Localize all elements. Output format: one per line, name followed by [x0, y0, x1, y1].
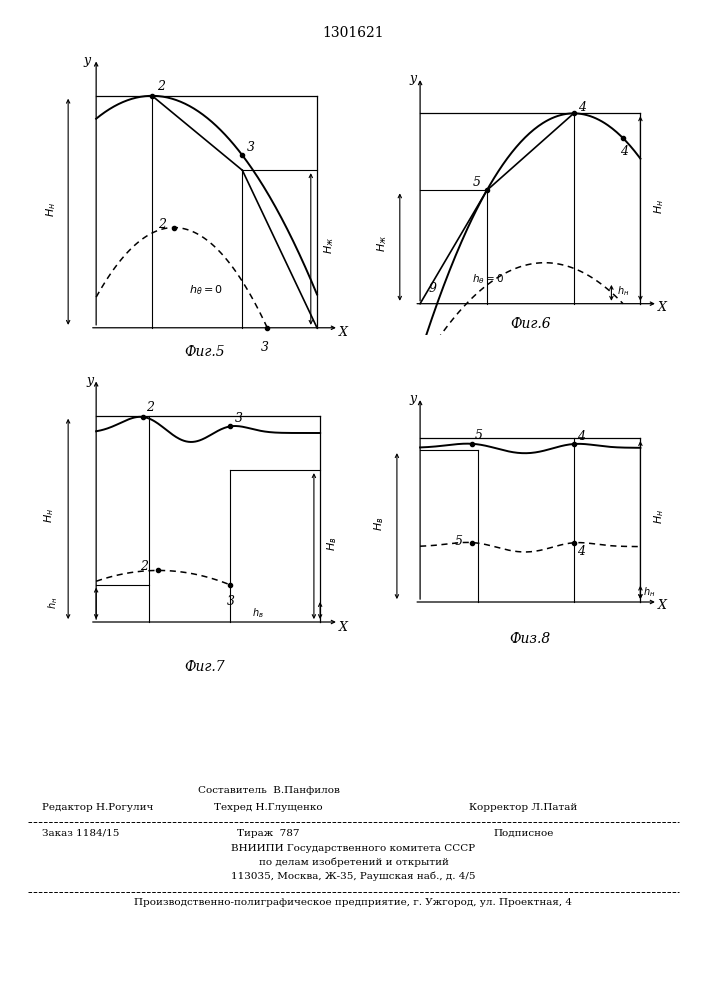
Text: X: X [339, 621, 348, 634]
Text: Техред Н.Глущенко: Техред Н.Глущенко [214, 803, 323, 812]
Text: y: y [410, 392, 417, 405]
Text: Фиг.7: Фиг.7 [185, 660, 226, 674]
Text: Подписное: Подписное [493, 829, 554, 838]
Text: y: y [410, 72, 417, 85]
Text: 3: 3 [247, 141, 255, 154]
Text: 3: 3 [261, 341, 269, 354]
Text: $H_н$: $H_н$ [42, 508, 57, 523]
Text: Тираж  787: Тираж 787 [238, 829, 300, 838]
Text: 5: 5 [472, 176, 480, 189]
Text: по делам изобретений и открытий: по делам изобретений и открытий [259, 857, 448, 867]
Text: $H_в$: $H_в$ [326, 537, 339, 551]
Text: 2: 2 [157, 80, 165, 93]
Text: $h_н$: $h_н$ [643, 585, 655, 599]
Text: $H_ж$: $H_ж$ [375, 235, 390, 252]
Text: $H_н$: $H_н$ [653, 509, 666, 524]
Text: X: X [339, 326, 348, 339]
Text: $h_н$: $h_н$ [46, 596, 59, 609]
Text: Составитель  В.Панфилов: Составитель В.Панфилов [198, 786, 339, 795]
Text: Производственно-полиграфическое предприятие, г. Ужгород, ул. Проектная, 4: Производственно-полиграфическое предприя… [134, 898, 573, 907]
Text: ВНИИПИ Государственного комитета СССР: ВНИИПИ Государственного комитета СССР [231, 844, 476, 853]
Text: 2: 2 [146, 401, 154, 414]
Text: $H_н$: $H_н$ [44, 202, 58, 217]
Text: Физ.8: Физ.8 [510, 632, 551, 646]
Text: 4: 4 [577, 430, 585, 443]
Text: 4: 4 [620, 145, 628, 158]
Text: X: X [658, 599, 667, 612]
Text: 9: 9 [429, 282, 437, 295]
Text: 3: 3 [227, 595, 235, 608]
Text: Фиг.6: Фиг.6 [510, 317, 551, 331]
Text: $h_{θ}=0$: $h_{θ}=0$ [472, 272, 504, 286]
Text: 5: 5 [455, 535, 463, 548]
Text: $h_в$: $h_в$ [252, 606, 264, 620]
Text: 2: 2 [158, 218, 166, 231]
Text: 1301621: 1301621 [322, 26, 385, 40]
Text: 4: 4 [577, 545, 585, 558]
Text: Фиг.5: Фиг.5 [185, 345, 226, 359]
Text: Редактор Н.Рогулич: Редактор Н.Рогулич [42, 803, 154, 812]
Text: y: y [83, 54, 90, 67]
Text: 2: 2 [140, 560, 148, 573]
Text: $h_н$: $h_н$ [617, 284, 629, 298]
Text: 5: 5 [475, 429, 483, 442]
Text: Заказ 1184/15: Заказ 1184/15 [42, 829, 119, 838]
Text: $h_{θ}=0$: $h_{θ}=0$ [189, 283, 223, 297]
Text: $H_в$: $H_в$ [373, 517, 387, 531]
Text: 4: 4 [578, 101, 586, 114]
Text: Корректор Л.Патай: Корректор Л.Патай [469, 803, 578, 812]
Text: y: y [87, 374, 94, 387]
Text: X: X [658, 301, 667, 314]
Text: 3: 3 [235, 412, 243, 425]
Text: 113035, Москва, Ж-35, Раушская наб., д. 4/5: 113035, Москва, Ж-35, Раушская наб., д. … [231, 871, 476, 881]
Text: $H_ж$: $H_ж$ [322, 237, 337, 254]
Text: $H_н$: $H_н$ [653, 198, 666, 214]
